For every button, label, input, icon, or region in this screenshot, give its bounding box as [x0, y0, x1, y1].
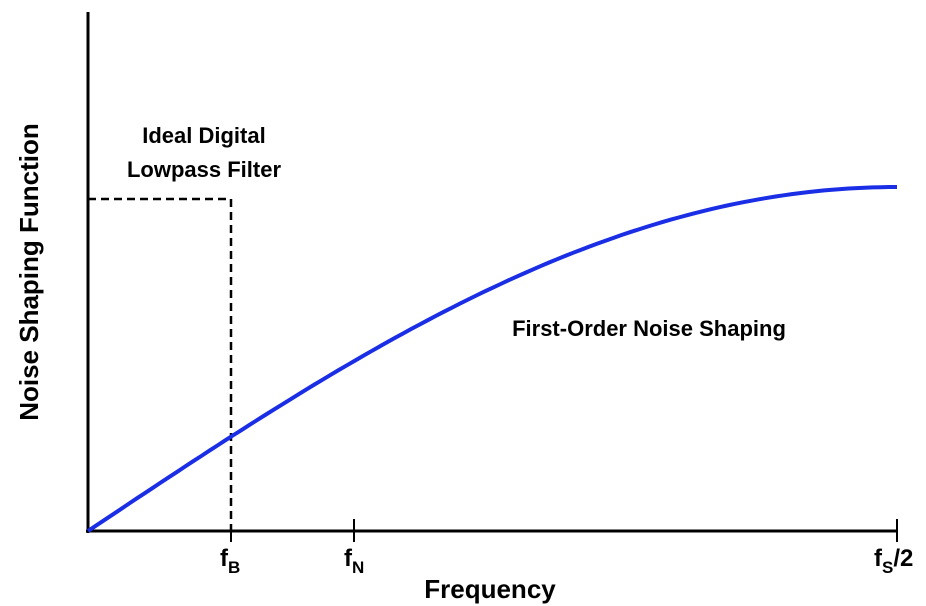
tick-suffix: /2 [893, 545, 913, 572]
tick-base: f [344, 545, 353, 572]
y-axis-label: Noise Shaping Function [14, 123, 44, 421]
tick-base: f [220, 545, 229, 572]
filter-label: Lowpass Filter [127, 157, 281, 182]
tick-base: f [874, 545, 883, 572]
ideal-filter [88, 197, 233, 531]
tick-label: fN [344, 545, 364, 577]
filter-label: Ideal Digital [142, 123, 265, 148]
tick-label: fS/2 [874, 545, 913, 577]
curve-label: First-Order Noise Shaping [512, 316, 786, 341]
noise-shaping-curve [86, 185, 897, 533]
x-axis-label: Frequency [424, 574, 556, 604]
tick-sub: S [882, 558, 893, 577]
tick-sub: N [352, 558, 364, 577]
tick-sub: B [228, 558, 240, 577]
tick-label: fB [220, 545, 240, 577]
